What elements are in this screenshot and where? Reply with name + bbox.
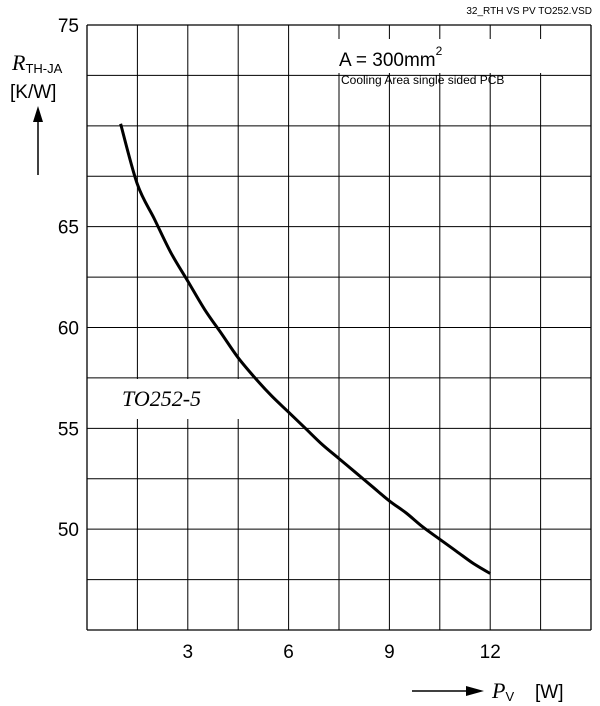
x-axis-subscript: V — [505, 689, 514, 704]
y-tick-label: 55 — [58, 419, 79, 440]
x-tick-label: 3 — [183, 642, 194, 663]
cooling-area-note: Cooling Area single sided PCB — [341, 73, 504, 87]
x-axis-unit: [W] — [535, 682, 564, 703]
area-annotation: A = 300mm2 — [339, 44, 443, 71]
y-tick-label: 60 — [58, 319, 79, 340]
x-tick-label: 6 — [283, 642, 294, 663]
y-tick-label: 65 — [58, 218, 79, 239]
y-tick-label: 50 — [58, 520, 79, 541]
y-axis-subscript: TH-JA — [25, 61, 62, 76]
x-tick-label: 9 — [384, 642, 395, 663]
y-axis-unit: [K/W] — [10, 82, 56, 103]
tick-labels: 3 6 9 12 50 55 60 65 75 — [58, 16, 501, 663]
series-label-to252-5: TO252-5 — [122, 386, 201, 411]
series-line-to252-5 — [119, 123, 491, 575]
annotation-background — [333, 39, 571, 73]
y-axis-symbol: RTH-JA — [11, 50, 63, 76]
file-label: 32_RTH VS PV TO252.VSD — [466, 6, 592, 17]
area-superscript: 2 — [436, 44, 443, 58]
grid-lines — [86, 24, 592, 631]
y-tick-label: 75 — [58, 16, 79, 37]
x-axis-symbol: PV — [491, 678, 514, 704]
y-axis-arrow — [33, 106, 43, 175]
series-label-background — [112, 379, 240, 419]
x-axis-arrow — [412, 686, 484, 696]
x-tick-label: 12 — [480, 642, 501, 663]
